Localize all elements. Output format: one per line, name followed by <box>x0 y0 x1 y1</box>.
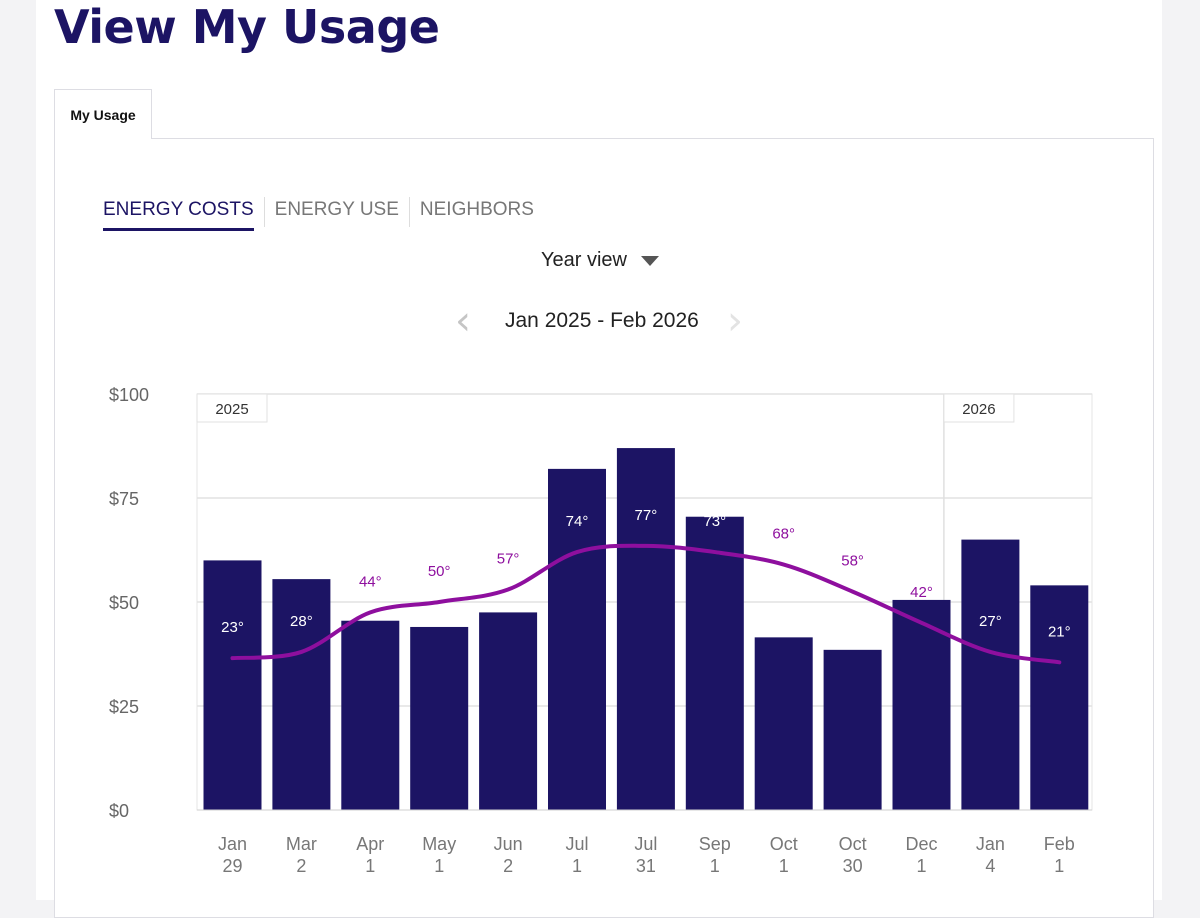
subtab-energy-costs[interactable]: ENERGY COSTS <box>103 197 264 231</box>
x-tick-label-day: 1 <box>434 856 444 876</box>
x-tick-label-day: 30 <box>843 856 863 876</box>
year-label: 2025 <box>215 401 248 418</box>
view-select[interactable]: Year view <box>541 249 659 272</box>
date-range-nav: ‹ Jan 2025 - Feb 2026 › <box>455 298 755 344</box>
year-label-box <box>943 393 1015 423</box>
temperature-label: 44° <box>359 573 382 590</box>
usage-subtabs: ENERGY COSTS ENERGY USE NEIGHBORS <box>103 197 544 231</box>
subtab-energy-use[interactable]: ENERGY USE <box>263 197 409 227</box>
bar <box>479 612 538 810</box>
y-tick-label: $75 <box>109 489 139 509</box>
bar <box>341 620 400 810</box>
x-tick-label-month: Sep <box>699 834 731 854</box>
bar <box>685 516 744 810</box>
bar <box>754 637 813 810</box>
x-tick-label-month: Oct <box>839 834 867 854</box>
page-title: View My Usage <box>54 0 440 54</box>
temperature-label: 50° <box>428 563 451 580</box>
temperature-label: 73° <box>703 513 726 530</box>
bar <box>616 448 675 810</box>
chevron-left-icon[interactable]: ‹ <box>455 298 471 344</box>
x-tick-label-month: Mar <box>286 834 317 854</box>
year-label: 2026 <box>962 401 995 418</box>
caret-down-icon <box>640 255 659 266</box>
tab-my-usage[interactable]: My Usage <box>54 89 152 139</box>
x-tick-label-month: Dec <box>905 834 937 854</box>
x-tick-label-day: 1 <box>916 856 926 876</box>
y-tick-label: $50 <box>109 593 139 613</box>
bar <box>410 626 469 810</box>
temperature-label: 28° <box>290 613 313 630</box>
x-tick-label-day: 1 <box>710 856 720 876</box>
bar <box>548 468 606 810</box>
subtab-neighbors[interactable]: NEIGHBORS <box>408 197 544 227</box>
x-tick-label-month: Jul <box>634 834 657 854</box>
temperature-label: 27° <box>979 613 1002 630</box>
bar <box>1030 585 1089 810</box>
x-tick-label-day: 2 <box>296 856 306 876</box>
bar <box>892 599 951 810</box>
x-tick-label-day: 1 <box>779 856 789 876</box>
x-tick-label-month: Feb <box>1044 834 1075 854</box>
temperature-label: 74° <box>566 513 589 530</box>
x-tick-label-month: May <box>422 834 456 854</box>
bar <box>203 560 262 810</box>
temperature-label: 58° <box>841 553 864 570</box>
temperature-line <box>230 543 1062 665</box>
y-tick-label: $100 <box>109 385 149 405</box>
y-tick-label: $25 <box>109 697 139 717</box>
x-tick-label-month: Jan <box>218 834 247 854</box>
x-tick-label-day: 1 <box>572 856 582 876</box>
x-tick-label-month: Oct <box>770 834 798 854</box>
bar <box>961 539 1020 810</box>
temperature-label: 42° <box>910 584 933 601</box>
x-tick-label-month: Jul <box>565 834 588 854</box>
y-tick-label: $0 <box>109 801 129 821</box>
x-tick-label-day: 1 <box>365 856 375 876</box>
view-select-value: Year view <box>541 249 627 271</box>
x-tick-label-day: 4 <box>985 856 995 876</box>
x-tick-label-day: 2 <box>503 856 513 876</box>
chevron-right-icon[interactable]: › <box>727 298 743 344</box>
energy-cost-chart: $0 $25 $50 $75 $100 2025 2026 23° 28° 44° 50° 57° 74… <box>109 385 1093 876</box>
bar <box>823 649 882 810</box>
x-tick-label-month: Jan <box>976 834 1005 854</box>
year-label-box <box>196 393 268 423</box>
temperature-label: 23° <box>221 619 244 636</box>
x-tick-label-day: 1 <box>1054 856 1064 876</box>
temperature-label: 57° <box>497 551 520 568</box>
bar <box>272 579 331 810</box>
x-tick-label-day: 29 <box>222 856 242 876</box>
date-range-label: Jan 2025 - Feb 2026 <box>505 309 699 332</box>
temperature-label: 77° <box>635 507 658 524</box>
x-tick-label-month: Jun <box>494 834 523 854</box>
temperature-label: 21° <box>1048 623 1071 640</box>
x-tick-label-day: 31 <box>636 856 656 876</box>
temperature-label: 68° <box>772 526 795 543</box>
x-tick-label-month: Apr <box>356 834 384 854</box>
